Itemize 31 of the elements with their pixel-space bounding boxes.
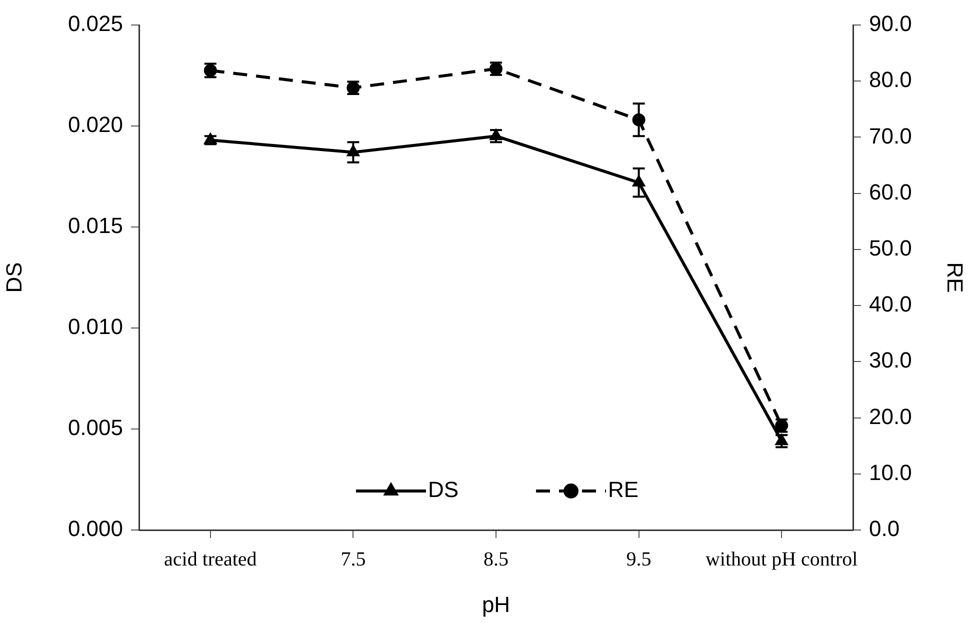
y-axis-title: DS [1,262,26,293]
y2-axis-title: RE [942,262,968,293]
y2-tick-label: 70.0 [869,123,912,148]
x-tick-label: acid treated [164,548,257,570]
y2-tick-label: 90.0 [869,11,912,36]
y2-tick-label: 60.0 [869,179,912,204]
y2-tick-label: 20.0 [869,404,912,429]
legend-label: RE [608,477,639,502]
y2-tick-label: 30.0 [869,348,912,373]
x-tick-label: 7.5 [340,548,366,570]
x-tick-label: 8.5 [484,548,508,570]
y-tick-label: 0.010 [68,314,123,340]
x-tick-label: 9.5 [626,548,652,570]
point [632,176,645,187]
x-axis-title: pH [482,592,510,617]
y2-tick-label: 40.0 [869,292,912,317]
legend-label: DS [428,477,459,502]
point [490,130,502,140]
x-tick-label: without pH control [705,548,858,570]
y2-tick-label: 10.0 [869,460,912,485]
y2-tick-label: 80.0 [869,67,912,92]
y2-tick-label: 50.0 [869,236,912,261]
y2-tick-label: 0.0 [869,516,900,542]
point [776,434,788,446]
point [632,113,646,126]
y-tick-label: 0.005 [68,415,123,440]
y-tick-label: 0.000 [68,516,123,542]
point [347,146,360,156]
y-tick-label: 0.015 [68,213,123,238]
y-tick-label: 0.020 [68,112,123,138]
y-tick-label: 0.025 [68,11,123,36]
